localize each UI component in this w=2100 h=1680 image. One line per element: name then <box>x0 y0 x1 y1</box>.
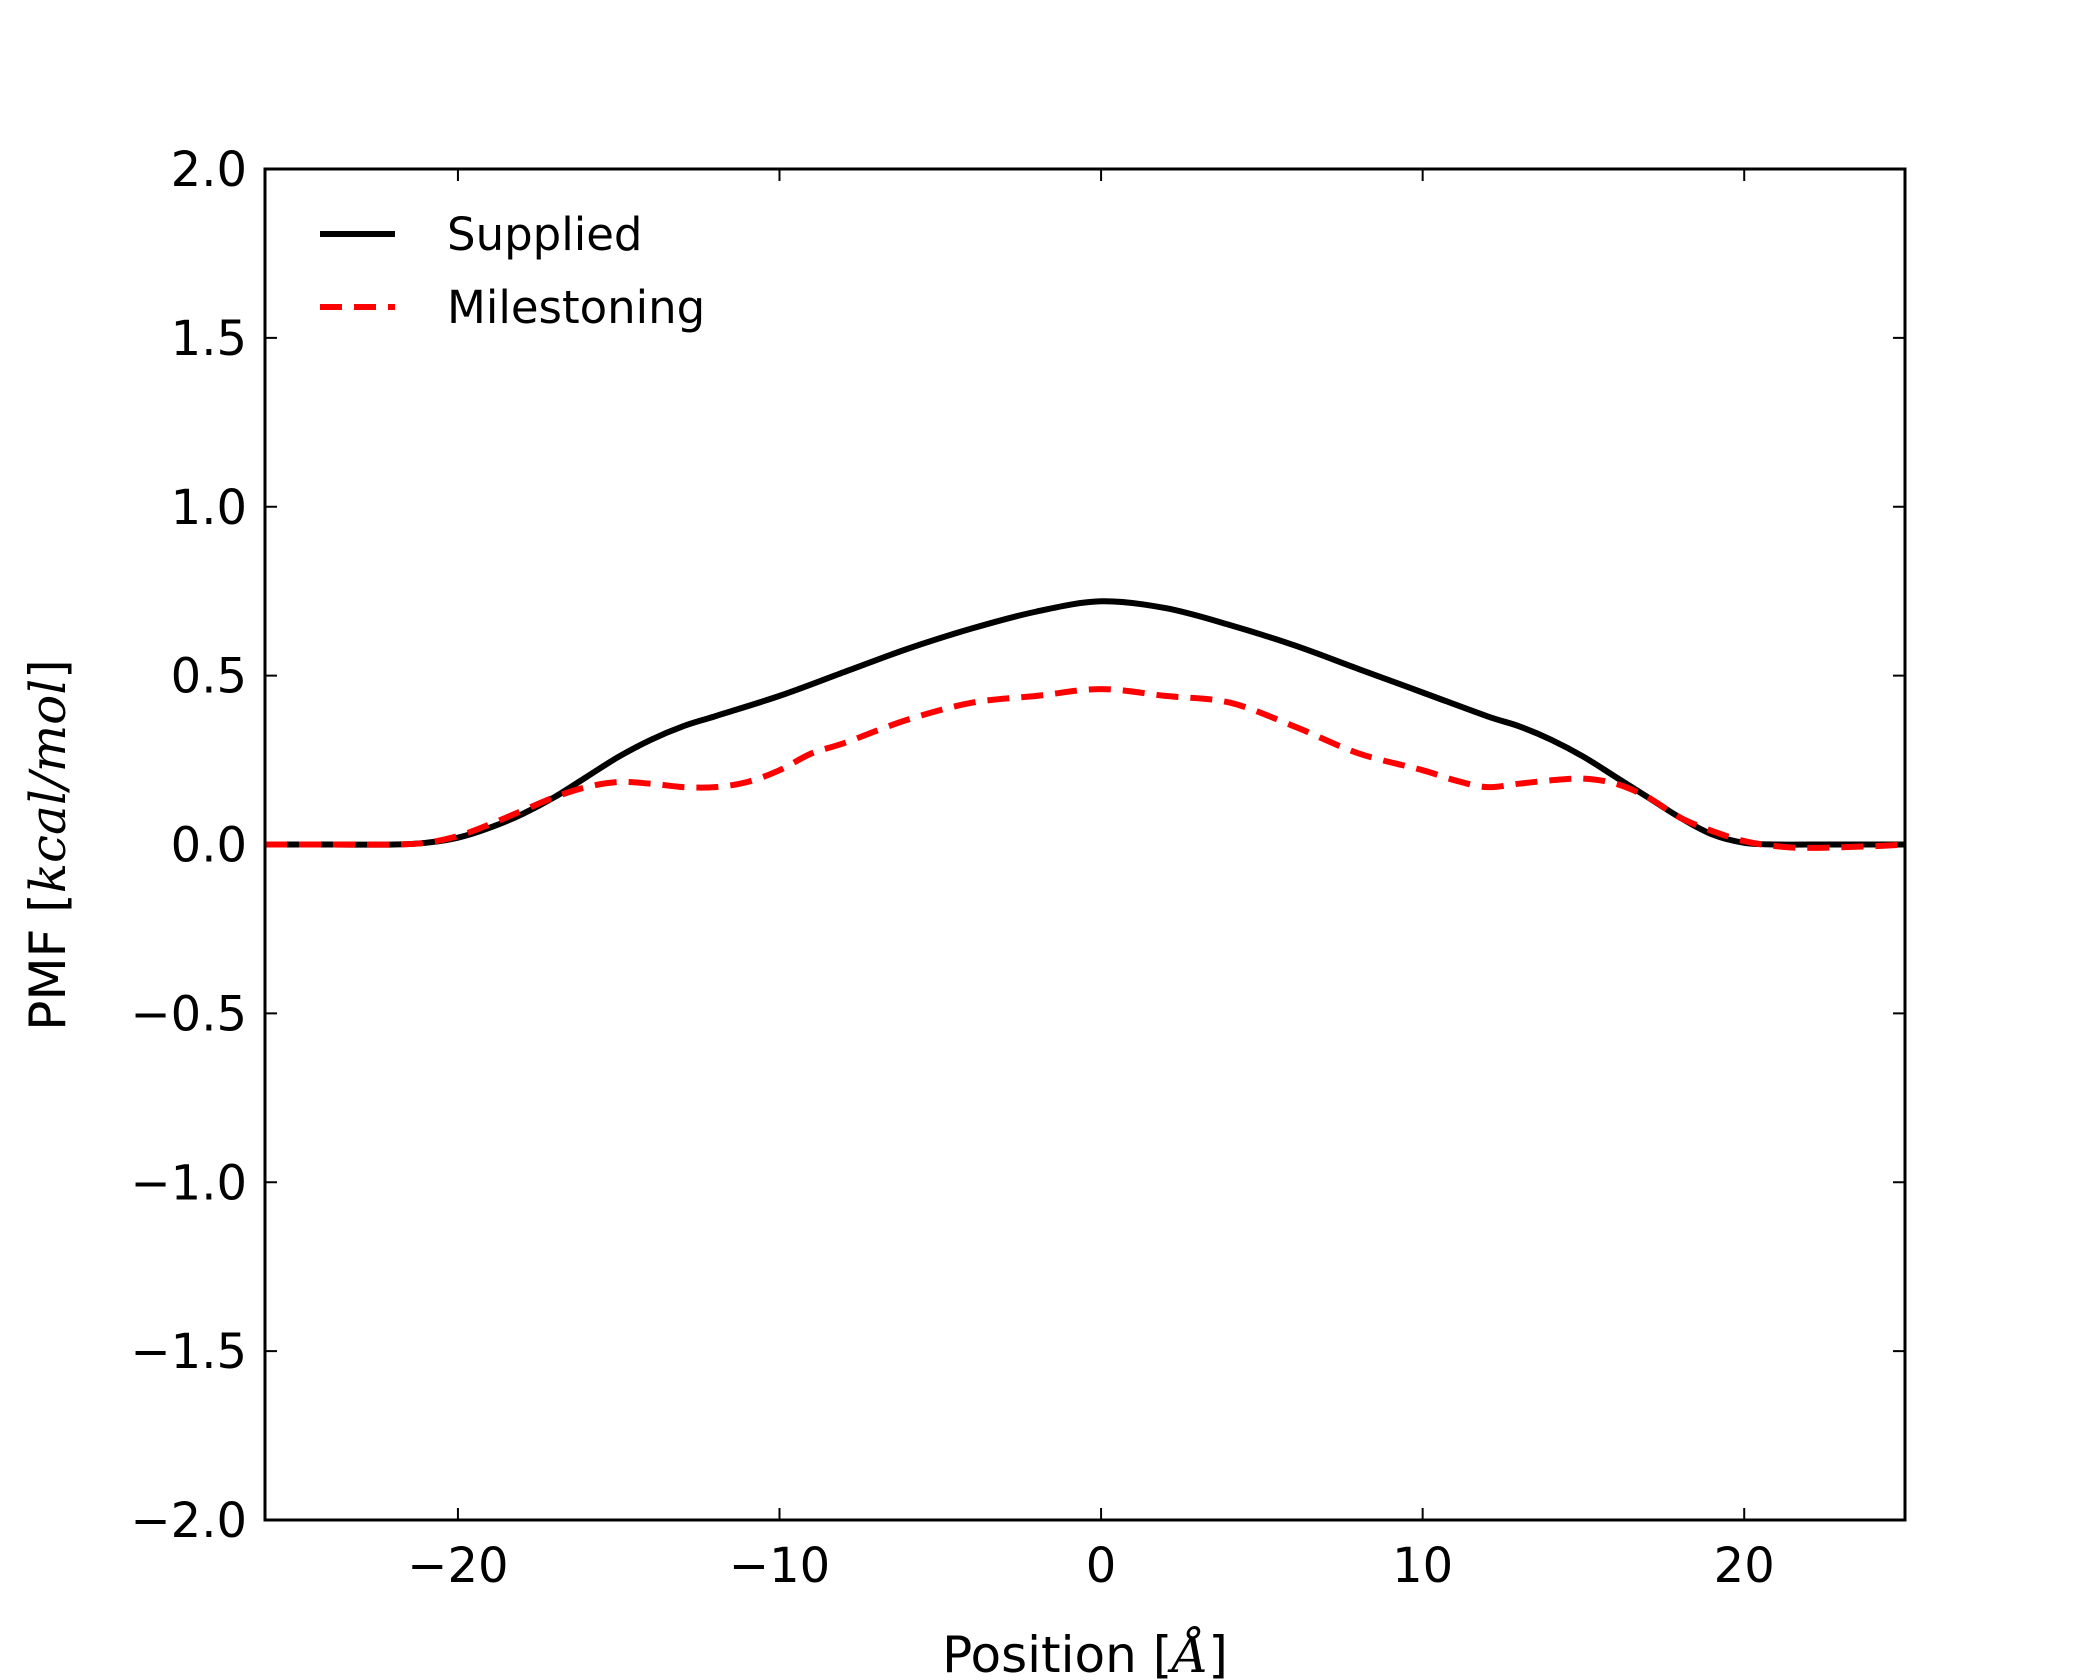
x-tick-label: 20 <box>1714 1538 1775 1594</box>
y-tick-label: 0.0 <box>171 818 247 874</box>
y-tick-label: 1.5 <box>171 311 247 367</box>
series-lines <box>265 598 1906 851</box>
x-axis-label: Position [Å] <box>942 1625 1228 1680</box>
legend-label-milestoning: Milestoning <box>447 281 705 334</box>
x-tick-label: −20 <box>407 1538 508 1594</box>
x-tick-label: −10 <box>729 1538 830 1594</box>
x-tick-label: 10 <box>1392 1538 1453 1594</box>
plot-frame <box>263 167 1907 1522</box>
y-tick-label: 0.5 <box>171 649 247 705</box>
legend-label-supplied: Supplied <box>447 208 642 261</box>
y-tick-label: −2.0 <box>130 1493 247 1549</box>
y-tick-label: 2.0 <box>171 142 247 198</box>
y-tick-label: 1.0 <box>171 480 247 536</box>
series-line-milestoning <box>265 686 1906 851</box>
y-tick-label: −1.5 <box>130 1324 247 1380</box>
series-line-supplied <box>265 598 1905 848</box>
y-tick-label: −1.0 <box>130 1155 247 1211</box>
y-tick-label: −0.5 <box>130 986 247 1042</box>
axis-ticks <box>265 168 1905 1521</box>
y-axis-label: PMF [kcal/mol] <box>19 659 77 1030</box>
x-tick-label: 0 <box>1086 1538 1117 1594</box>
legend: Supplied Milestoning <box>320 208 705 334</box>
tick-labels: −20 −10 0 10 20 −2.0 −1.5 −1.0 −0.5 0.0 0.5 1.0 1.5 2… <box>130 142 1774 1594</box>
